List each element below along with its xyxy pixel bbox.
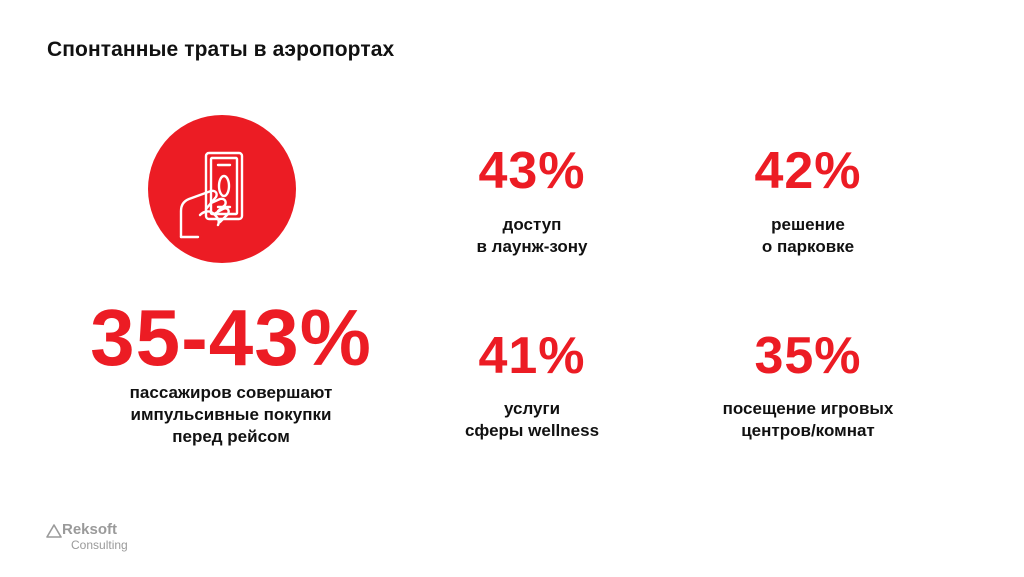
stat-label: решение о парковке (688, 214, 928, 258)
stat-label: доступ в лаунж-зону (412, 214, 652, 258)
main-stat-description: пассажиров совершают импульсивные покупк… (86, 382, 376, 448)
reksoft-logo: Reksoft Consulting (46, 521, 156, 555)
main-stat-line: перед рейсом (172, 427, 290, 446)
reksoft-mark-icon (46, 524, 62, 538)
stat-value: 41% (478, 327, 586, 385)
logo-name: Reksoft (62, 521, 118, 538)
stat-label-line: центров/комнат (741, 421, 875, 440)
stat-label-line: о парковке (761, 237, 855, 256)
stat-value: 43% (478, 142, 586, 200)
stat-value: 42% (754, 142, 862, 200)
hand-holding-banknote-icon (148, 115, 296, 263)
main-stat-line: импульсивные покупки (130, 405, 332, 424)
stat-value: 35% (754, 327, 862, 385)
stat-label: услуги сферы wellness (412, 398, 652, 442)
stat-label-line: доступ (502, 215, 562, 234)
main-stat-line: пассажиров совершают (129, 383, 333, 402)
main-stat-value: 35-43% (90, 293, 372, 382)
stat-label-line: сферы wellness (464, 421, 600, 440)
stat-gaming-centers: 35% посещение игровых центров/комнат (688, 330, 928, 442)
stat-lounge-access: 43% доступ в лаунж-зону (412, 145, 652, 258)
stat-label-line: услуги (503, 399, 561, 418)
stat-label-line: посещение игровых (722, 399, 894, 418)
stat-label-line: в лаунж-зону (476, 237, 588, 256)
stat-label: посещение игровых центров/комнат (688, 398, 928, 442)
stat-wellness-services: 41% услуги сферы wellness (412, 330, 652, 442)
logo-subtitle: Consulting (71, 538, 128, 552)
stat-parking-decision: 42% решение о парковке (688, 145, 928, 258)
stat-label-line: решение (771, 215, 845, 234)
page-title: Спонтанные траты в аэропортах (47, 38, 395, 61)
